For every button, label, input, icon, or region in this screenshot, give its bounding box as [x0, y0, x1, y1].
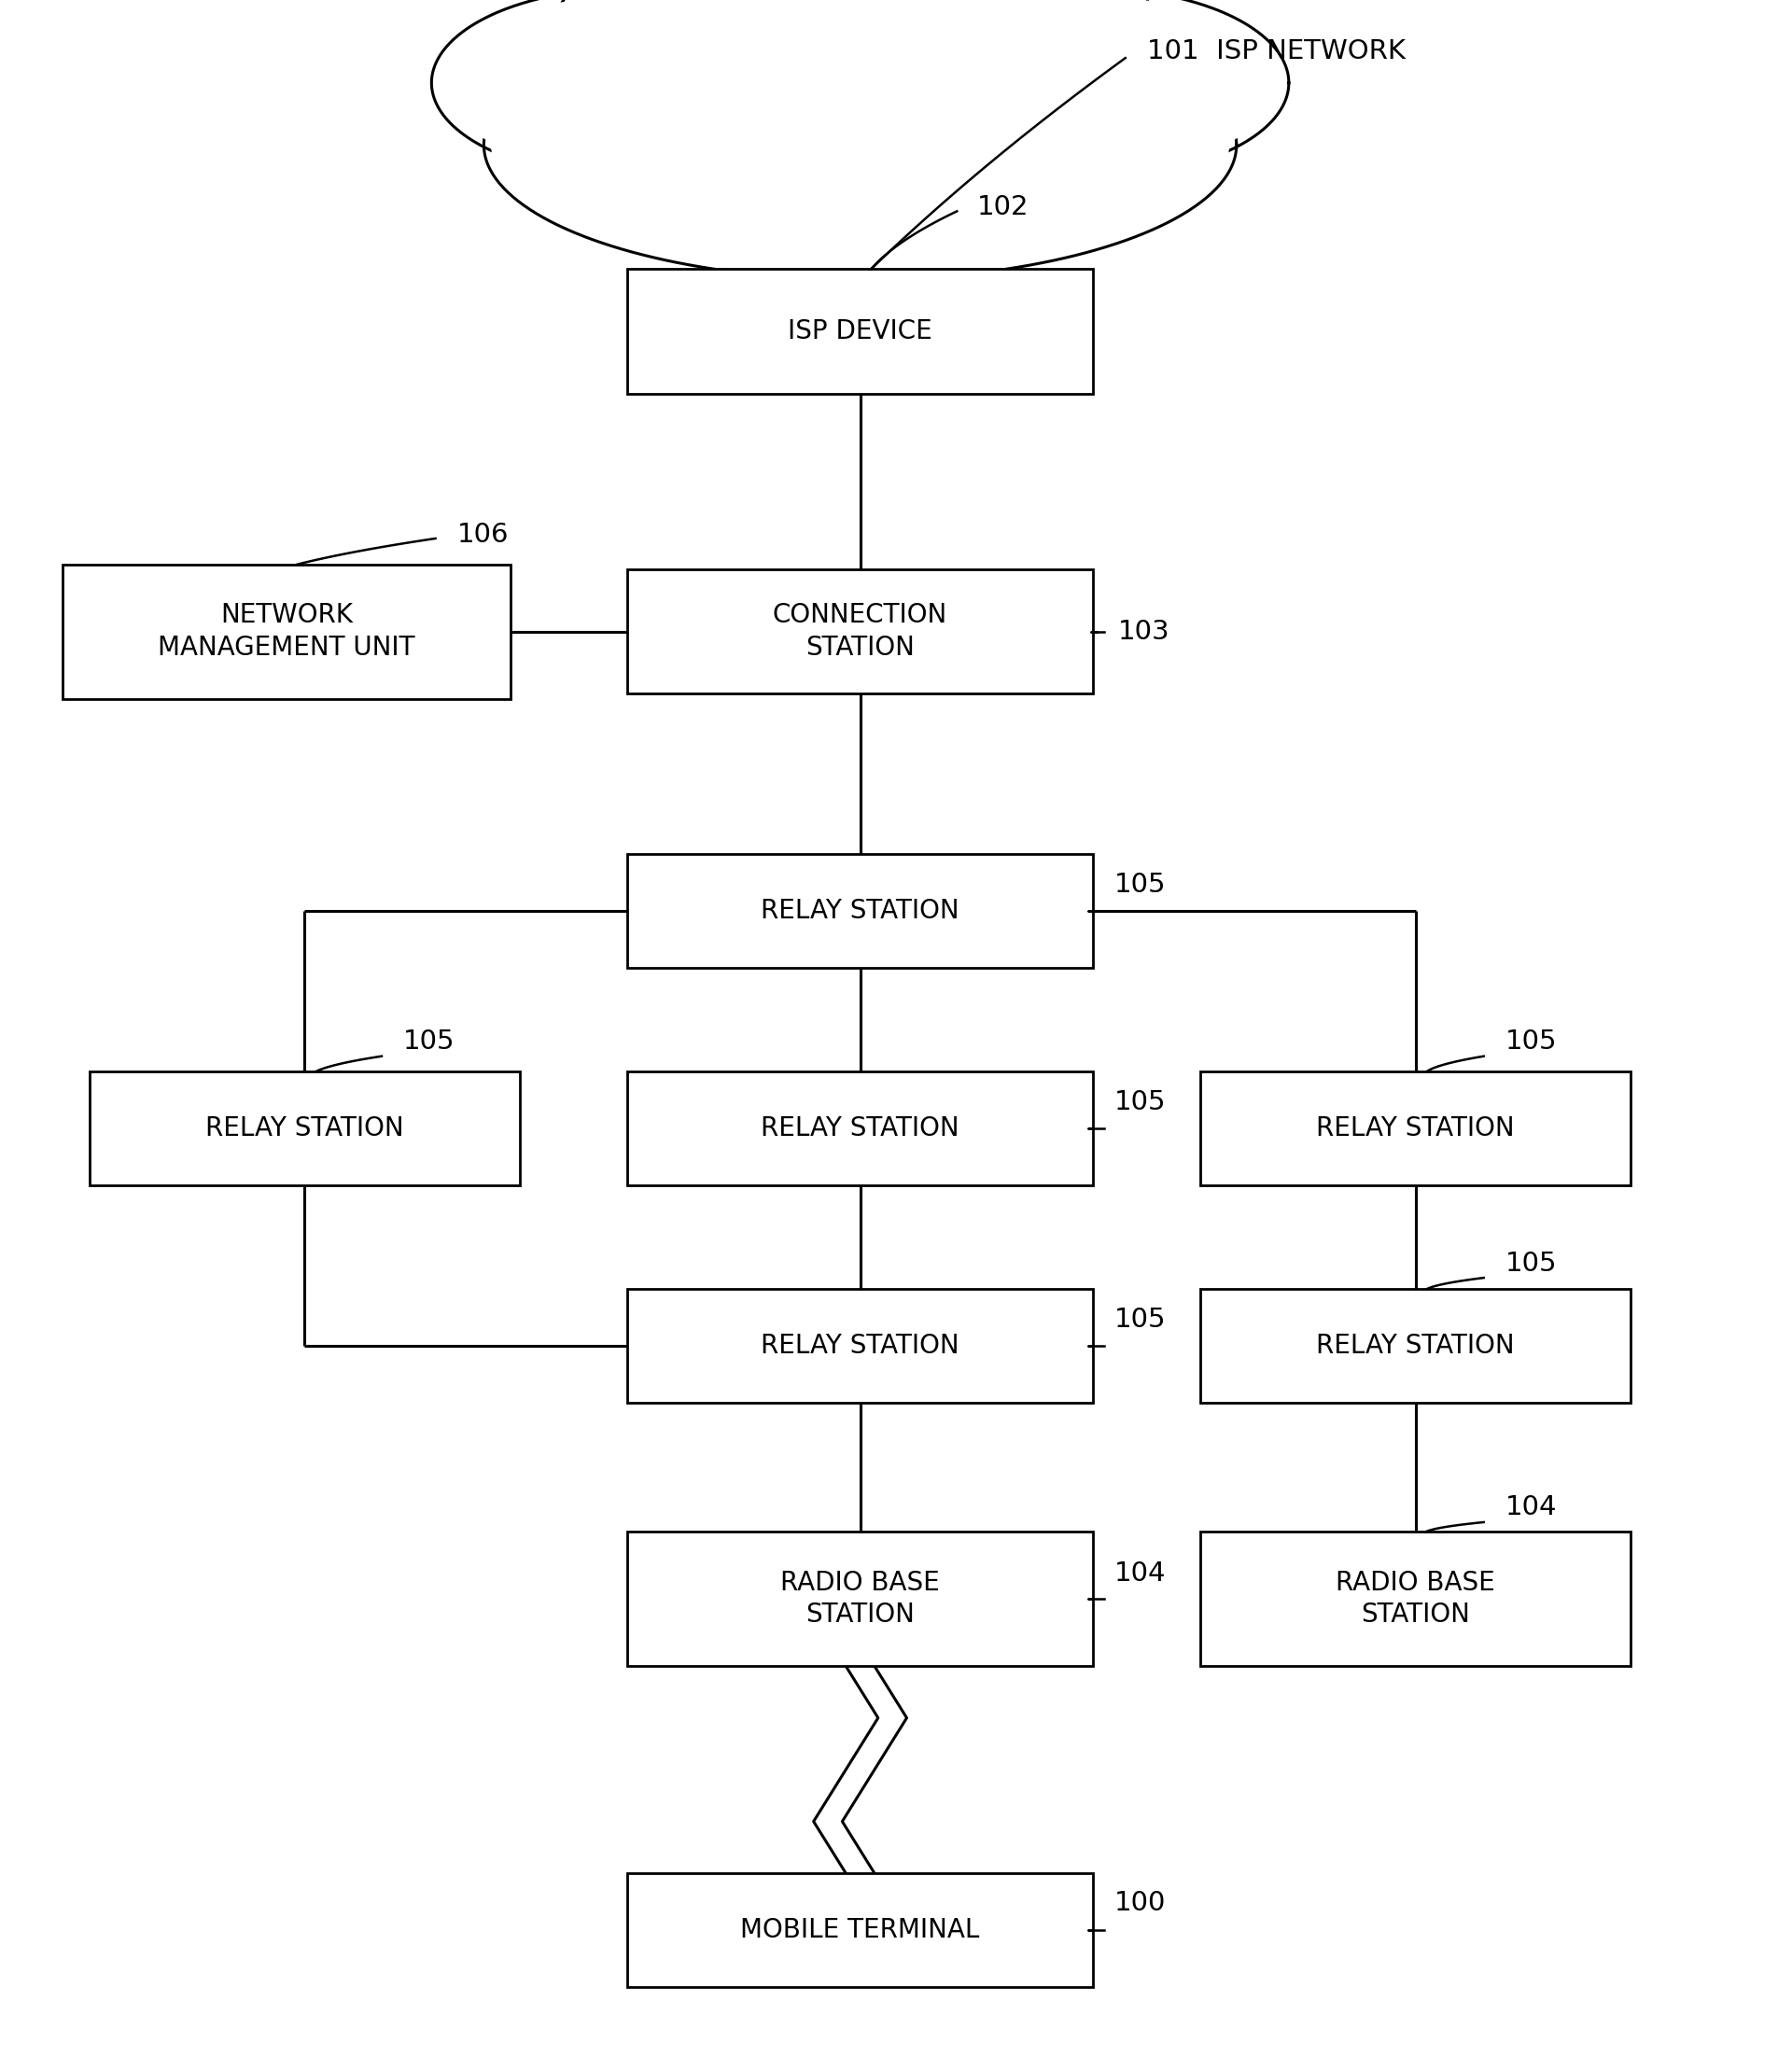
Ellipse shape	[905, 0, 1281, 168]
Text: RELAY STATION: RELAY STATION	[762, 899, 959, 924]
Text: 105: 105	[1505, 1029, 1557, 1054]
Text: 101  ISP NETWORK: 101 ISP NETWORK	[1147, 39, 1405, 64]
Text: RELAY STATION: RELAY STATION	[1317, 1116, 1514, 1141]
Text: RELAY STATION: RELAY STATION	[762, 1116, 959, 1141]
Text: NETWORK
MANAGEMENT UNIT: NETWORK MANAGEMENT UNIT	[158, 603, 416, 661]
FancyBboxPatch shape	[627, 1872, 1093, 1988]
Text: CONNECTION
STATION: CONNECTION STATION	[772, 603, 948, 661]
Text: RELAY STATION: RELAY STATION	[1317, 1334, 1514, 1359]
FancyBboxPatch shape	[1201, 1533, 1631, 1665]
FancyBboxPatch shape	[1201, 1073, 1631, 1185]
FancyBboxPatch shape	[63, 563, 511, 700]
FancyBboxPatch shape	[627, 853, 1093, 967]
FancyBboxPatch shape	[627, 269, 1093, 393]
Ellipse shape	[432, 0, 823, 176]
Ellipse shape	[561, 0, 909, 120]
Ellipse shape	[717, 0, 1004, 93]
Text: ISP DEVICE: ISP DEVICE	[788, 319, 932, 344]
Text: 105: 105	[403, 1029, 455, 1054]
Ellipse shape	[898, 0, 1288, 176]
Text: 102: 102	[977, 195, 1029, 220]
Text: 103: 103	[1118, 619, 1170, 644]
Text: RADIO BASE
STATION: RADIO BASE STATION	[1337, 1570, 1495, 1628]
Text: 105: 105	[1505, 1251, 1557, 1276]
Ellipse shape	[554, 0, 916, 128]
Text: RADIO BASE
STATION: RADIO BASE STATION	[781, 1570, 939, 1628]
Text: 106: 106	[457, 522, 509, 547]
FancyBboxPatch shape	[627, 570, 1093, 694]
Text: 105: 105	[1115, 1089, 1167, 1114]
FancyBboxPatch shape	[90, 1073, 520, 1185]
FancyBboxPatch shape	[627, 1073, 1093, 1185]
Text: RELAY STATION: RELAY STATION	[206, 1116, 403, 1141]
FancyBboxPatch shape	[627, 1533, 1093, 1665]
Text: 105: 105	[1115, 1307, 1167, 1332]
Text: 104: 104	[1505, 1495, 1557, 1520]
Ellipse shape	[491, 19, 1229, 271]
Ellipse shape	[439, 0, 815, 168]
Text: 105: 105	[1115, 872, 1167, 897]
Ellipse shape	[828, 0, 1143, 106]
Text: 104: 104	[1115, 1562, 1167, 1586]
Ellipse shape	[484, 10, 1236, 280]
Text: RELAY STATION: RELAY STATION	[762, 1334, 959, 1359]
FancyBboxPatch shape	[1201, 1288, 1631, 1404]
Ellipse shape	[724, 0, 996, 85]
Text: MOBILE TERMINAL: MOBILE TERMINAL	[740, 1918, 980, 1943]
Ellipse shape	[821, 0, 1150, 114]
FancyBboxPatch shape	[627, 1288, 1093, 1404]
Text: 100: 100	[1115, 1891, 1167, 1916]
